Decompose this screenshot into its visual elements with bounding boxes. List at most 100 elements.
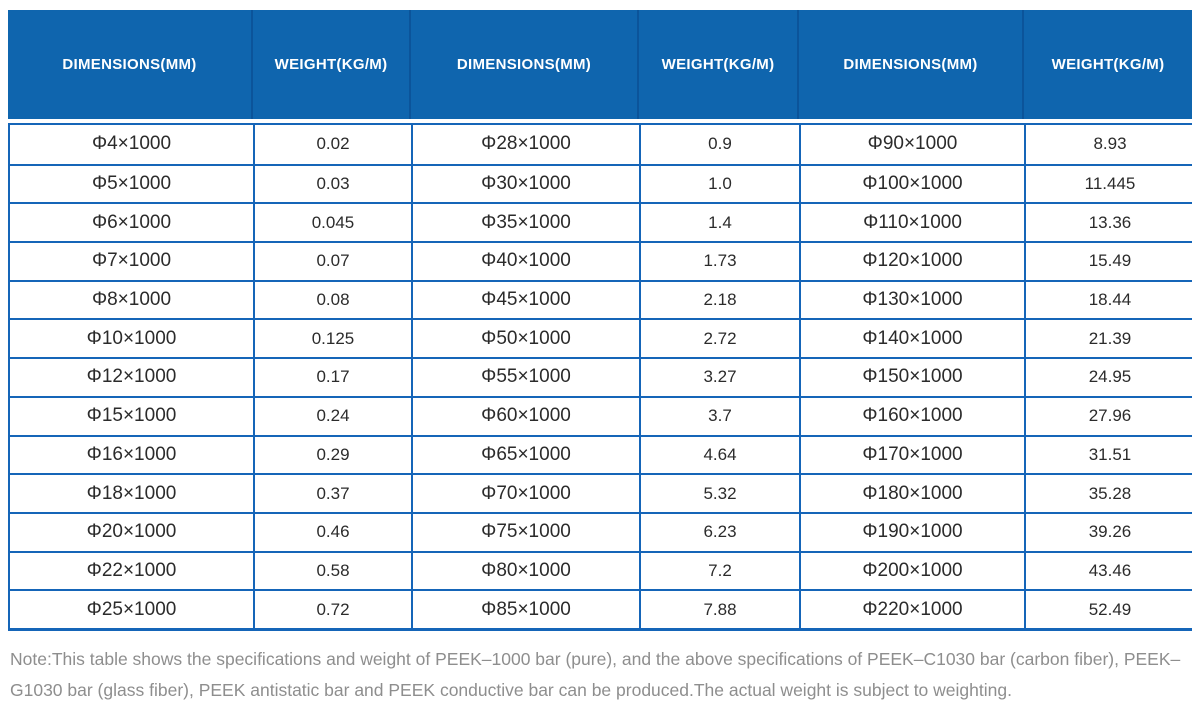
weight-cell: 0.72 bbox=[253, 591, 411, 628]
table-header-row: DIMENSIONS(MM) WEIGHT(KG/M) DIMENSIONS(M… bbox=[8, 10, 1192, 119]
dimension-cell: Φ170×1000 bbox=[799, 436, 1024, 474]
weight-cell: 7.2 bbox=[639, 552, 799, 590]
dimension-cell: Φ12×1000 bbox=[10, 359, 253, 396]
table-row: Φ10×1000 0.125 Φ50×1000 2.72 Φ140×1000 21.39 bbox=[10, 318, 1194, 358]
dimension-cell: Φ18×1000 bbox=[10, 475, 253, 512]
table-row: Φ25×1000 0.72 Φ85×1000 7.88 Φ220×1000 52.49 bbox=[10, 589, 1194, 628]
header-weight-2: WEIGHT(KG/M) bbox=[637, 10, 797, 119]
weight-cell: 0.02 bbox=[253, 125, 411, 164]
weight-cell: 3.7 bbox=[639, 397, 799, 435]
header-dimensions-2: DIMENSIONS(MM) bbox=[409, 10, 637, 119]
table-row: Φ12×1000 0.17 Φ55×1000 3.27 Φ150×1000 24.95 bbox=[10, 357, 1194, 396]
weight-cell: 0.29 bbox=[253, 436, 411, 474]
weight-cell: 6.23 bbox=[639, 513, 799, 551]
weight-cell: 43.46 bbox=[1024, 552, 1194, 590]
dimension-cell: Φ140×1000 bbox=[799, 320, 1024, 358]
weight-cell: 1.0 bbox=[639, 165, 799, 203]
dimension-cell: Φ22×1000 bbox=[10, 552, 253, 590]
weight-cell: 4.64 bbox=[639, 436, 799, 474]
dimension-cell: Φ4×1000 bbox=[10, 125, 253, 164]
dimension-cell: Φ35×1000 bbox=[411, 204, 639, 242]
dimension-cell: Φ200×1000 bbox=[799, 552, 1024, 590]
dimension-cell: Φ180×1000 bbox=[799, 475, 1024, 512]
header-dimensions-3: DIMENSIONS(MM) bbox=[797, 10, 1022, 119]
weight-cell: 21.39 bbox=[1024, 320, 1194, 358]
dimension-cell: Φ25×1000 bbox=[10, 591, 253, 628]
dimension-cell: Φ75×1000 bbox=[411, 513, 639, 551]
table-row: Φ5×1000 0.03 Φ30×1000 1.0 Φ100×1000 11.445 bbox=[10, 163, 1194, 203]
dimension-cell: Φ6×1000 bbox=[10, 204, 253, 242]
weight-cell: 1.73 bbox=[639, 243, 799, 280]
weight-cell: 24.95 bbox=[1024, 359, 1194, 396]
weight-cell: 0.24 bbox=[253, 397, 411, 435]
dimension-cell: Φ190×1000 bbox=[799, 513, 1024, 551]
weight-cell: 0.045 bbox=[253, 204, 411, 242]
dimension-cell: Φ120×1000 bbox=[799, 243, 1024, 280]
dimension-cell: Φ85×1000 bbox=[411, 591, 639, 628]
dimension-cell: Φ16×1000 bbox=[10, 436, 253, 474]
table-body: Φ4×1000 0.02 Φ28×1000 0.9 Φ90×1000 8.93 Φ5×100… bbox=[8, 123, 1194, 631]
dimension-cell: Φ130×1000 bbox=[799, 281, 1024, 319]
weight-cell: 2.72 bbox=[639, 320, 799, 358]
weight-cell: 52.49 bbox=[1024, 591, 1194, 628]
table-row: Φ16×1000 0.29 Φ65×1000 4.64 Φ170×1000 31.51 bbox=[10, 434, 1194, 474]
table-row: Φ20×1000 0.46 Φ75×1000 6.23 Φ190×1000 39.26 bbox=[10, 511, 1194, 551]
table-row: Φ18×1000 0.37 Φ70×1000 5.32 Φ180×1000 35.28 bbox=[10, 473, 1194, 512]
dimension-cell: Φ80×1000 bbox=[411, 552, 639, 590]
weight-cell: 35.28 bbox=[1024, 475, 1194, 512]
dimension-cell: Φ150×1000 bbox=[799, 359, 1024, 396]
weight-cell: 0.07 bbox=[253, 243, 411, 280]
table-note: Note:This table shows the specifications… bbox=[10, 648, 1181, 700]
dimension-cell: Φ50×1000 bbox=[411, 320, 639, 358]
dimension-cell: Φ15×1000 bbox=[10, 397, 253, 435]
weight-cell: 7.88 bbox=[639, 591, 799, 628]
dimension-cell: Φ60×1000 bbox=[411, 397, 639, 435]
header-weight-1: WEIGHT(KG/M) bbox=[251, 10, 409, 119]
weight-cell: 31.51 bbox=[1024, 436, 1194, 474]
table-row: Φ15×1000 0.24 Φ60×1000 3.7 Φ160×1000 27.96 bbox=[10, 395, 1194, 435]
header-weight-3: WEIGHT(KG/M) bbox=[1022, 10, 1192, 119]
dimension-cell: Φ8×1000 bbox=[10, 281, 253, 319]
dimension-cell: Φ28×1000 bbox=[411, 125, 639, 164]
weight-cell: 18.44 bbox=[1024, 281, 1194, 319]
weight-cell: 0.125 bbox=[253, 320, 411, 358]
dimension-cell: Φ160×1000 bbox=[799, 397, 1024, 435]
dimension-cell: Φ55×1000 bbox=[411, 359, 639, 396]
table-row: Φ22×1000 0.58 Φ80×1000 7.2 Φ200×1000 43.46 bbox=[10, 550, 1194, 590]
dimension-cell: Φ10×1000 bbox=[10, 320, 253, 358]
weight-cell: 8.93 bbox=[1024, 125, 1194, 164]
header-dimensions-1: DIMENSIONS(MM) bbox=[62, 56, 197, 73]
dimension-cell: Φ110×1000 bbox=[799, 204, 1024, 242]
table-row: Φ6×1000 0.045 Φ35×1000 1.4 Φ110×1000 13.36 bbox=[10, 202, 1194, 242]
dimension-cell: Φ7×1000 bbox=[10, 243, 253, 280]
table-row: Φ8×1000 0.08 Φ45×1000 2.18 Φ130×1000 18.44 bbox=[10, 279, 1194, 319]
weight-cell: 0.9 bbox=[639, 125, 799, 164]
weight-cell: 11.445 bbox=[1024, 165, 1194, 203]
weight-cell: 15.49 bbox=[1024, 243, 1194, 280]
dimension-cell: Φ90×1000 bbox=[799, 125, 1024, 164]
dimension-cell: Φ65×1000 bbox=[411, 436, 639, 474]
weight-cell: 39.26 bbox=[1024, 513, 1194, 551]
weight-cell: 2.18 bbox=[639, 281, 799, 319]
weight-cell: 5.32 bbox=[639, 475, 799, 512]
dimension-cell: Φ20×1000 bbox=[10, 513, 253, 551]
peek-bar-spec-table: DIMENSIONS(MM) WEIGHT(KG/M) DIMENSIONS(M… bbox=[8, 10, 1194, 631]
dimension-cell: Φ40×1000 bbox=[411, 243, 639, 280]
weight-cell: 0.17 bbox=[253, 359, 411, 396]
table-row: Φ4×1000 0.02 Φ28×1000 0.9 Φ90×1000 8.93 bbox=[10, 125, 1194, 164]
dimension-cell: Φ220×1000 bbox=[799, 591, 1024, 628]
weight-cell: 0.03 bbox=[253, 165, 411, 203]
dimension-cell: Φ100×1000 bbox=[799, 165, 1024, 203]
table-row: Φ7×1000 0.07 Φ40×1000 1.73 Φ120×1000 15.49 bbox=[10, 241, 1194, 280]
weight-cell: 27.96 bbox=[1024, 397, 1194, 435]
weight-cell: 0.08 bbox=[253, 281, 411, 319]
weight-cell: 1.4 bbox=[639, 204, 799, 242]
dimension-cell: Φ70×1000 bbox=[411, 475, 639, 512]
dimension-cell: Φ30×1000 bbox=[411, 165, 639, 203]
weight-cell: 0.46 bbox=[253, 513, 411, 551]
weight-cell: 13.36 bbox=[1024, 204, 1194, 242]
weight-cell: 3.27 bbox=[639, 359, 799, 396]
dimension-cell: Φ5×1000 bbox=[10, 165, 253, 203]
weight-cell: 0.37 bbox=[253, 475, 411, 512]
